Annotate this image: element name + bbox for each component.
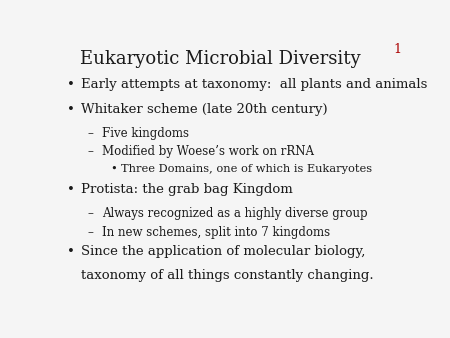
Text: In new schemes, split into 7 kingdoms: In new schemes, split into 7 kingdoms (102, 226, 330, 239)
Text: •: • (67, 78, 75, 91)
Text: •: • (110, 164, 117, 174)
Text: 1: 1 (393, 43, 401, 56)
Text: Whitaker scheme (late 20th century): Whitaker scheme (late 20th century) (81, 102, 327, 116)
Text: Since the application of molecular biology,: Since the application of molecular biolo… (81, 245, 365, 258)
Text: Early attempts at taxonomy:  all plants and animals: Early attempts at taxonomy: all plants a… (81, 78, 427, 91)
Text: Eukaryotic Microbial Diversity: Eukaryotic Microbial Diversity (80, 50, 360, 68)
Text: –: – (88, 207, 94, 220)
Text: Five kingdoms: Five kingdoms (102, 127, 189, 140)
Text: –: – (88, 145, 94, 159)
Text: –: – (88, 127, 94, 140)
Text: •: • (67, 183, 75, 196)
Text: Always recognized as a highly diverse group: Always recognized as a highly diverse gr… (102, 207, 367, 220)
Text: •: • (67, 245, 75, 258)
Text: Three Domains, one of which is Eukaryotes: Three Domains, one of which is Eukaryote… (121, 164, 372, 174)
Text: •: • (67, 102, 75, 116)
Text: Modified by Woese’s work on rRNA: Modified by Woese’s work on rRNA (102, 145, 314, 159)
Text: Protista: the grab bag Kingdom: Protista: the grab bag Kingdom (81, 183, 292, 196)
Text: taxonomy of all things constantly changing.: taxonomy of all things constantly changi… (81, 269, 374, 282)
Text: –: – (88, 226, 94, 239)
